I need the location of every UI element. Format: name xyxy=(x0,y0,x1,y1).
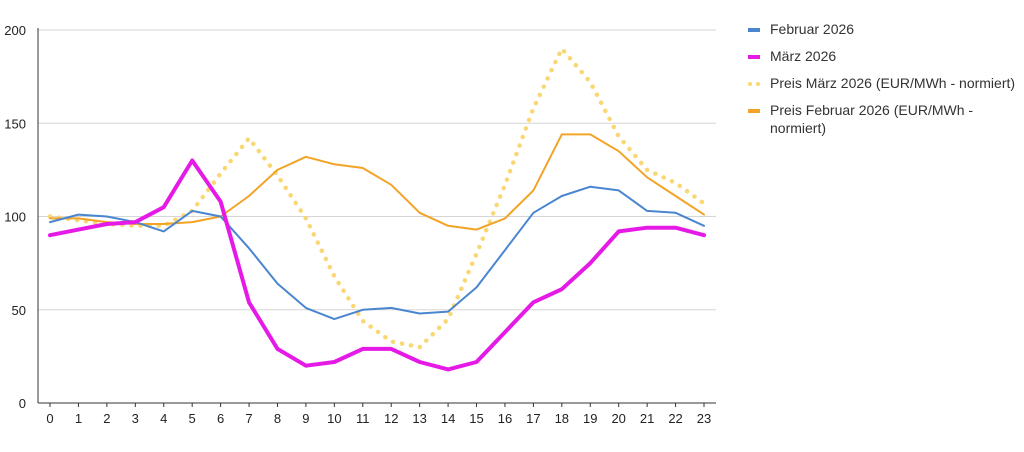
legend-swatch-februar-2026 xyxy=(748,28,760,32)
legend-item-preis-maerz-2026[interactable]: Preis März 2026 (EUR/MWh - normiert) xyxy=(748,74,1024,92)
x-tick-label: 21 xyxy=(640,411,654,426)
x-tick-label: 1 xyxy=(75,411,82,426)
x-tick-label: 5 xyxy=(189,411,196,426)
legend: Februar 2026 März 2026 Preis März 2026 (… xyxy=(748,20,1024,146)
x-tick-label: 8 xyxy=(274,411,281,426)
x-tick-label: 16 xyxy=(498,411,512,426)
y-tick-label: 150 xyxy=(4,116,26,131)
x-tick-label: 14 xyxy=(441,411,455,426)
x-tick-label: 22 xyxy=(668,411,682,426)
legend-item-maerz-2026[interactable]: März 2026 xyxy=(748,47,1024,65)
legend-item-februar-2026[interactable]: Februar 2026 xyxy=(748,20,1024,38)
legend-label: Preis Februar 2026 (EUR/MWh - normiert) xyxy=(770,102,974,136)
x-tick-label: 7 xyxy=(245,411,252,426)
x-tick-label: 10 xyxy=(327,411,341,426)
x-tick-label: 17 xyxy=(526,411,540,426)
y-tick-label: 0 xyxy=(19,396,26,411)
x-tick-label: 3 xyxy=(132,411,139,426)
x-tick-label: 0 xyxy=(46,411,53,426)
x-tick-label: 20 xyxy=(611,411,625,426)
x-tick-label: 4 xyxy=(160,411,167,426)
series-lines xyxy=(47,46,707,372)
legend-label: Februar 2026 xyxy=(770,21,855,37)
x-tick-label: 18 xyxy=(555,411,569,426)
y-tick-label: 100 xyxy=(4,210,26,225)
gridlines xyxy=(38,29,716,311)
legend-swatch-maerz-2026 xyxy=(748,55,760,59)
legend-label: März 2026 xyxy=(770,48,837,64)
series-line-0 xyxy=(49,185,705,321)
series-line-2 xyxy=(47,46,707,350)
x-tick-label: 13 xyxy=(412,411,426,426)
y-tick-label: 50 xyxy=(12,303,26,318)
axes xyxy=(37,28,716,407)
legend-label: Preis März 2026 (EUR/MWh - normiert) xyxy=(770,75,1016,91)
legend-item-preis-februar-2026[interactable]: Preis Februar 2026 (EUR/MWh - normiert) xyxy=(748,101,1024,137)
x-tick-label: 12 xyxy=(384,411,398,426)
x-tick-label: 2 xyxy=(103,411,110,426)
x-tick-label: 15 xyxy=(469,411,483,426)
series-line-3 xyxy=(49,133,705,231)
y-tick-label: 200 xyxy=(4,23,26,38)
legend-swatch-preis-maerz-2026 xyxy=(748,82,760,86)
y-tick-labels: 0 50 100 150 200 xyxy=(4,23,26,411)
x-tick-label: 11 xyxy=(356,411,370,426)
series-line-1 xyxy=(48,158,706,372)
x-tick-label: 9 xyxy=(302,411,309,426)
x-tick-label: 23 xyxy=(697,411,711,426)
x-tick-label: 6 xyxy=(217,411,224,426)
x-tick-label: 19 xyxy=(583,411,597,426)
legend-swatch-preis-februar-2026 xyxy=(748,109,760,113)
x-tick-labels: 0 1 2 3 4 5 6 7 8 9 10 11 12 13 14 15 16 17 18 19 20 21 22 23 xyxy=(46,411,711,426)
